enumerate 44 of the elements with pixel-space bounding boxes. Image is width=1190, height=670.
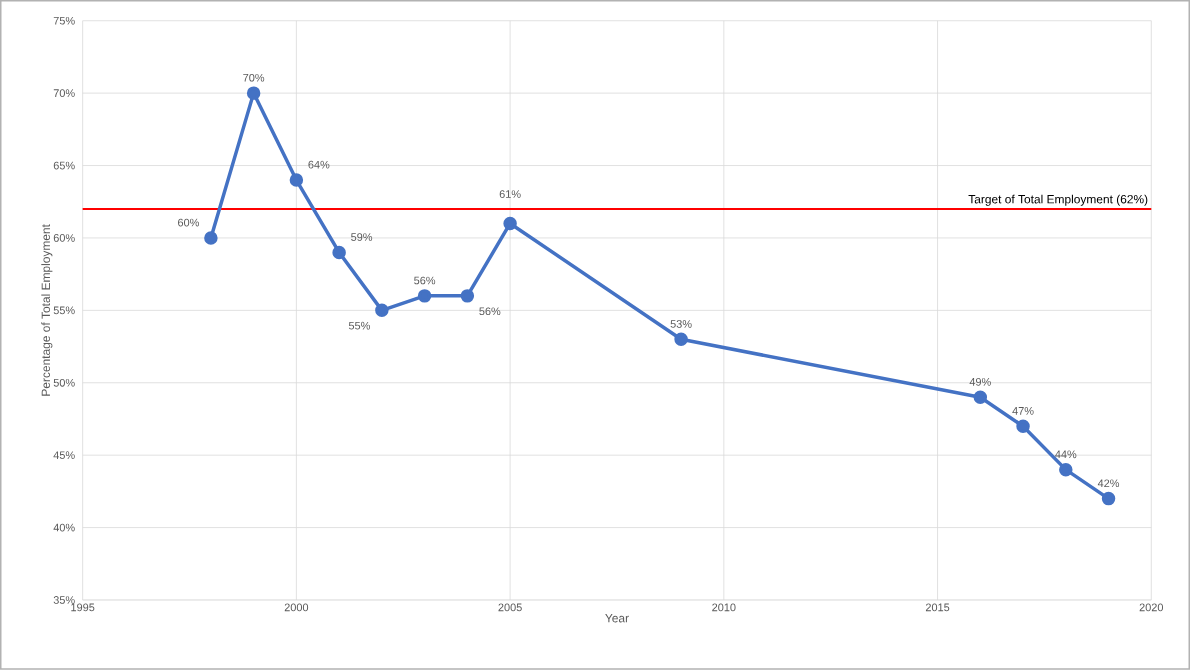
data-label: 42% <box>1097 479 1120 488</box>
point <box>246 86 261 101</box>
y-tick-label: 75% <box>53 17 75 25</box>
y-axis-title: Percentage of Total Employment <box>41 224 53 396</box>
point <box>332 245 346 260</box>
point <box>973 390 988 405</box>
x-axis-title: Year <box>605 614 629 623</box>
data-label: 70% <box>243 74 265 82</box>
y-tick-label: 60% <box>53 234 75 242</box>
data-label: 49% <box>969 378 991 386</box>
y-tick-label: 50% <box>53 379 75 387</box>
point <box>460 289 475 303</box>
data-label: 56% <box>479 307 501 316</box>
point <box>1059 463 1073 477</box>
x-tick-label: 2005 <box>498 603 522 612</box>
y-tick-label: 35% <box>53 596 75 605</box>
ref-line-label: Target of Total Employment (62%) <box>968 194 1148 206</box>
data-label: 53% <box>670 320 692 328</box>
point <box>289 173 304 187</box>
x-tick-label: 2015 <box>925 603 950 612</box>
y-tick-label: 45% <box>53 451 75 460</box>
y-tick-label: 70% <box>53 89 75 98</box>
data-label: 47% <box>1012 407 1034 415</box>
point <box>1016 419 1030 434</box>
point <box>375 303 389 318</box>
point <box>204 231 218 245</box>
x-tick-label: 1995 <box>71 603 95 612</box>
x-tick-label: 2020 <box>1139 603 1164 612</box>
y-tick-label: 40% <box>53 523 75 532</box>
data-label: 61% <box>499 190 521 199</box>
data-label: 55% <box>348 322 370 330</box>
data-label: 60% <box>178 218 199 227</box>
x-tick-label: 2000 <box>284 603 309 612</box>
point <box>417 289 432 303</box>
data-label: 44% <box>1055 450 1077 459</box>
point <box>674 332 688 347</box>
y-tick-label: 65% <box>53 161 75 170</box>
point <box>1101 492 1116 506</box>
y-tick-label: 55% <box>53 306 75 315</box>
data-label: 64% <box>308 160 330 169</box>
data-label: 59% <box>351 233 373 242</box>
point <box>503 216 517 231</box>
data-label: 56% <box>414 276 436 285</box>
x-tick-label: 2010 <box>712 603 736 612</box>
